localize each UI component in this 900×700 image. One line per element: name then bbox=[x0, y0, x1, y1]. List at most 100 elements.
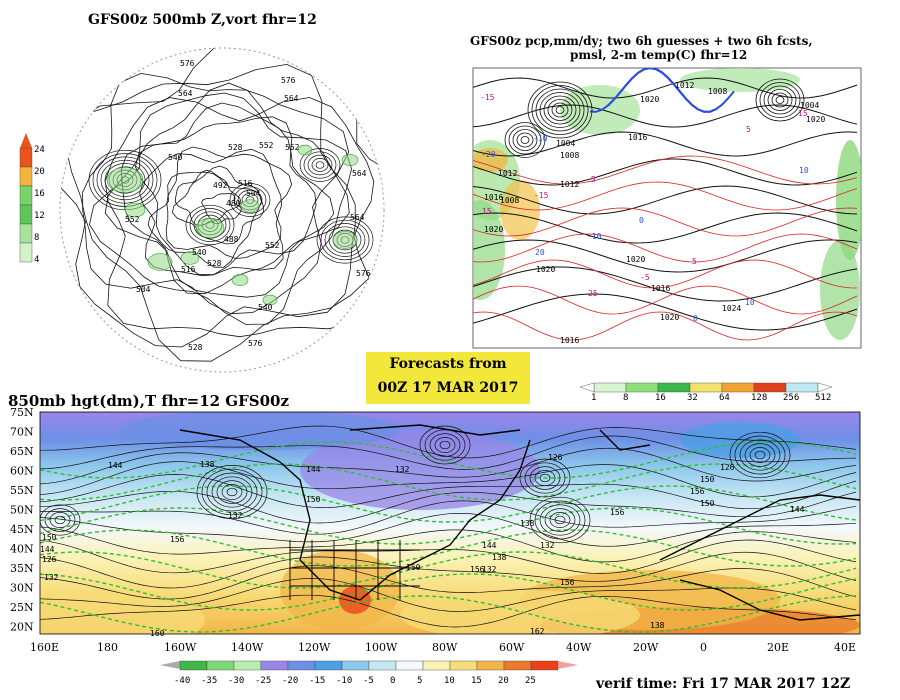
vort-tick-label: 20 bbox=[34, 167, 45, 177]
coastline bbox=[179, 429, 281, 463]
z500-low-contour bbox=[303, 151, 337, 179]
z500-low-contour bbox=[185, 204, 235, 246]
longitude-label: 100W bbox=[365, 641, 398, 654]
pcp-precip-patch bbox=[473, 148, 508, 172]
pcp-temp-label: 0 bbox=[693, 314, 698, 323]
h850-height-contour bbox=[40, 461, 857, 498]
h850-low-contour bbox=[434, 437, 456, 453]
pcp-tick-label: 256 bbox=[783, 393, 799, 403]
z500-contour-label: 528 bbox=[228, 143, 243, 152]
pcp-isotherm-warm bbox=[473, 285, 858, 315]
pcp-low-contour bbox=[527, 81, 593, 139]
h850-height-contour bbox=[40, 594, 857, 628]
z500-low-contour bbox=[100, 159, 150, 201]
temp-tick-label: 20 bbox=[498, 676, 509, 686]
h850-height-contour bbox=[40, 551, 857, 589]
latitude-label: 50N bbox=[10, 504, 34, 517]
z500-low-contour bbox=[193, 211, 227, 239]
h850-contour-label: 132 bbox=[44, 573, 59, 582]
temperature-colorbar: -40 -35 -30 -25 -20 -15 -10 -5 0 5 10 15 20 25 bbox=[160, 660, 578, 686]
longitude-label: 60W bbox=[499, 641, 525, 654]
h850-coastlines bbox=[179, 424, 860, 621]
pcp-labels: 1004100810121016102010201016102010241008… bbox=[480, 81, 825, 345]
temp-tick-label: -25 bbox=[255, 676, 271, 686]
pcp-low-contour bbox=[555, 106, 565, 114]
longitude-labels: 160E 180 160W 140W 120W 100W 80W 60W 40W 20W 0 20E 4… bbox=[30, 641, 856, 654]
latitude-label: 65N bbox=[10, 445, 34, 458]
z500-low-contour bbox=[233, 186, 267, 214]
z500-contour-label: 540 bbox=[192, 248, 207, 257]
temp-color-swatch bbox=[368, 660, 397, 671]
z500-contour-label: 552 bbox=[125, 215, 140, 224]
latitude-labels: 75N 70N 65N 60N 55N 50N 45N 40N 35N 30N 25N 20N bbox=[10, 406, 34, 634]
h850-height-contour bbox=[40, 474, 857, 510]
z500-low-contour bbox=[96, 156, 154, 204]
temp-arrow-left bbox=[160, 661, 180, 669]
pcp-pressure-label: 1012 bbox=[675, 81, 694, 90]
h850-contour-label: 132 bbox=[395, 465, 410, 474]
pcp-temp-label: 10 bbox=[745, 298, 755, 307]
h850-low-contour bbox=[734, 435, 786, 475]
z500-low-contour bbox=[320, 219, 370, 261]
h850-contour-label: 150 bbox=[406, 563, 421, 572]
pcp-pressure-label: 1004 bbox=[800, 101, 819, 110]
vorticity-colorbar: 24 20 16 12 8 4 bbox=[19, 133, 45, 265]
pcp-isotherm-warm bbox=[473, 311, 858, 341]
pcp-color-swatch bbox=[689, 382, 723, 393]
pcp-pressure-label: 1016 bbox=[484, 193, 503, 202]
h850-contour-label: 132 bbox=[228, 511, 243, 520]
pcp-temp-label: 5 bbox=[746, 125, 751, 134]
h850-contour-label: 156 bbox=[690, 487, 705, 496]
longitude-label: 140W bbox=[231, 641, 264, 654]
h850-low-contour bbox=[554, 515, 566, 525]
h850-temp-patches bbox=[40, 412, 860, 634]
pcp-low-contour bbox=[504, 122, 546, 158]
temp-color-swatch bbox=[476, 660, 505, 671]
z500-contour-label: 576 bbox=[356, 269, 371, 278]
longitude-label: 40W bbox=[566, 641, 592, 654]
h850-low-contour bbox=[40, 504, 81, 536]
z500-low-contour bbox=[315, 161, 325, 169]
pcp-pressure-label: 1016 bbox=[560, 336, 579, 345]
latitude-label: 45N bbox=[10, 523, 34, 536]
h850-height-contour bbox=[40, 578, 857, 612]
vort-tick-label: 12 bbox=[34, 211, 45, 221]
h850-temp-patch bbox=[339, 586, 371, 614]
vorticity-patch bbox=[297, 144, 313, 156]
pcp-temp-label: -5 bbox=[586, 175, 596, 184]
h850-low-contour bbox=[211, 476, 253, 508]
pcp-low-contour bbox=[531, 85, 589, 135]
pcp-temp-label: -5 bbox=[640, 273, 650, 282]
h850-low-contour bbox=[729, 431, 791, 479]
h850-panel: 144 138 132 144 132 126 150 132 138 150 156 144 138 1… bbox=[10, 406, 861, 654]
vorticity-patch bbox=[147, 253, 173, 271]
h850-low-contour bbox=[196, 465, 268, 519]
h850-contour-label: 144 bbox=[108, 461, 123, 470]
latitude-label: 55N bbox=[10, 484, 34, 497]
pcp-isobar bbox=[473, 104, 858, 128]
temp-color-swatch bbox=[422, 660, 451, 671]
latitude-label: 35N bbox=[10, 562, 34, 575]
vorticity-patch bbox=[262, 294, 278, 306]
pcp-isobar bbox=[473, 212, 858, 244]
pcp-tick-label: 64 bbox=[719, 393, 730, 403]
temp-tick-label: -40 bbox=[174, 676, 190, 686]
pcp-low-contour bbox=[543, 95, 577, 125]
pcp-pressure-label: 1012 bbox=[498, 169, 517, 178]
pcp-low-contour bbox=[551, 102, 569, 118]
h850-frame bbox=[39, 411, 861, 635]
pcp-pressure-label: 1016 bbox=[628, 133, 647, 142]
latitude-label: 75N bbox=[10, 406, 34, 419]
temp-tick-label: -10 bbox=[336, 676, 352, 686]
z500-height-contour bbox=[82, 72, 350, 315]
temp-tick-label: 10 bbox=[444, 676, 455, 686]
pcp-colorbar: 1 8 16 32 64 128 256 512 bbox=[579, 382, 833, 403]
h850-temp-patch bbox=[40, 590, 205, 634]
h850-low-contour bbox=[529, 496, 591, 544]
longitude-label: 160W bbox=[164, 641, 197, 654]
latitude-label: 70N bbox=[10, 426, 34, 439]
coastline bbox=[659, 494, 860, 561]
temp-tick-label: -5 bbox=[363, 676, 374, 686]
pcp-tick-label: 512 bbox=[815, 393, 831, 403]
pcp-temp-label: -20 bbox=[481, 150, 496, 159]
